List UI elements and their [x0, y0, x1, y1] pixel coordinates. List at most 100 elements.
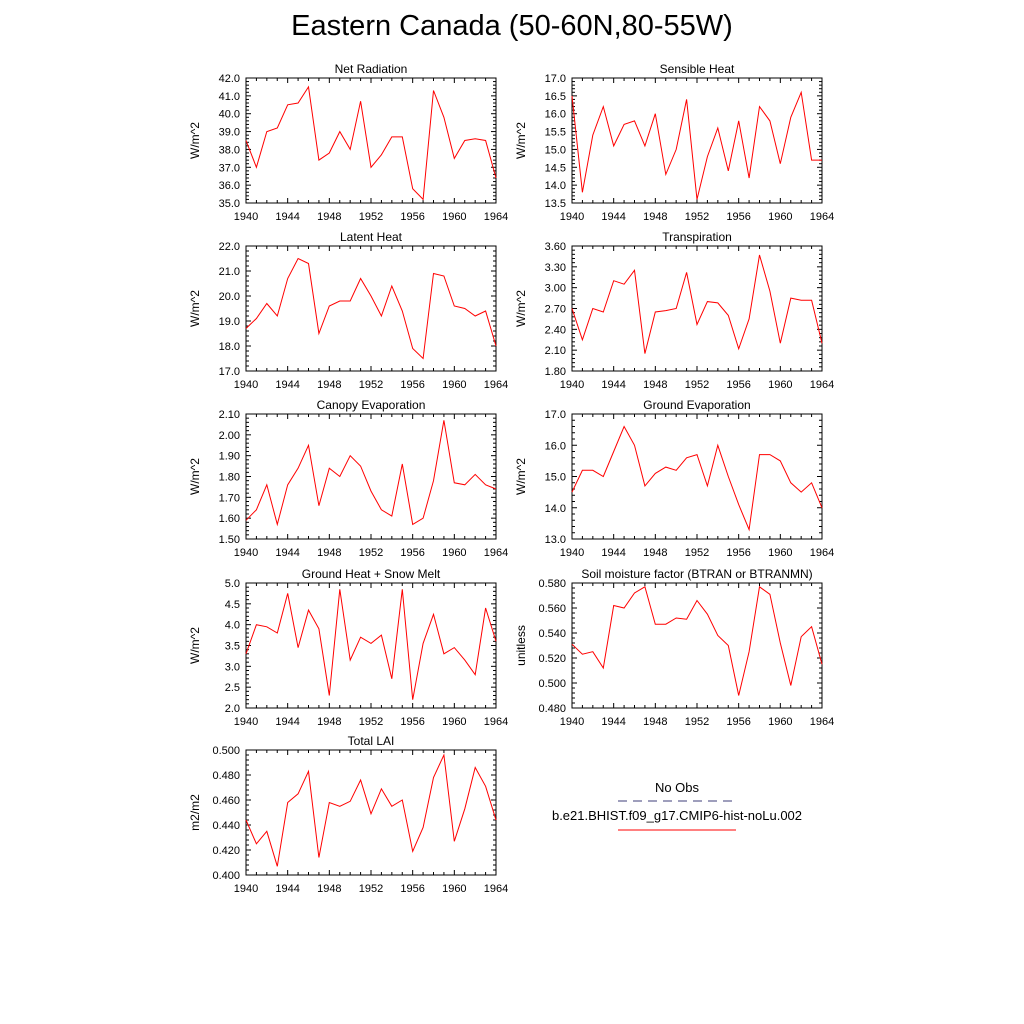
y-tick-label: 15.0 [545, 472, 566, 484]
y-axis-label: W/m^2 [188, 458, 202, 495]
y-tick-label: 16.5 [545, 91, 566, 103]
y-tick-label: 2.5 [225, 682, 240, 694]
x-tick-label: 1940 [234, 547, 258, 559]
series-line [571, 254, 823, 354]
y-tick-label: 2.70 [545, 304, 566, 316]
y-tick-label: 40.0 [219, 109, 240, 121]
y-tick-label: 1.90 [219, 451, 240, 463]
y-tick-label: 0.580 [538, 578, 566, 590]
y-tick-label: 35.0 [219, 198, 240, 210]
x-tick-label: 1952 [685, 547, 709, 559]
plot-frame [571, 77, 823, 204]
y-tick-label: 0.480 [212, 770, 240, 782]
x-tick-label: 1964 [484, 716, 508, 728]
panel-title: Soil moisture factor (BTRAN or BTRANMN) [581, 567, 812, 581]
y-tick-label: 22.0 [219, 241, 240, 253]
x-tick-label: 1960 [768, 716, 792, 728]
y-tick-label: 4.0 [225, 620, 240, 632]
x-tick-label: 1948 [317, 716, 341, 728]
panel-title: Total LAI [348, 734, 395, 748]
y-axis-label: W/m^2 [188, 122, 202, 159]
series-line [245, 85, 497, 201]
y-tick-label: 0.440 [212, 820, 240, 832]
x-tick-label: 1960 [442, 883, 466, 895]
y-tick-label: 17.0 [219, 366, 240, 378]
y-tick-label: 14.5 [545, 162, 566, 174]
y-tick-label: 1.70 [219, 492, 240, 504]
y-tick-label: 17.0 [545, 409, 566, 421]
panel-title: Ground Heat + Snow Melt [302, 567, 441, 581]
x-tick-label: 1960 [442, 379, 466, 391]
y-tick-label: 19.0 [219, 316, 240, 328]
y-tick-label: 0.500 [212, 745, 240, 757]
x-tick-label: 1960 [442, 716, 466, 728]
y-tick-label: 3.5 [225, 641, 240, 653]
x-tick-label: 1952 [685, 211, 709, 223]
y-tick-label: 13.0 [545, 534, 566, 546]
x-tick-label: 1960 [442, 547, 466, 559]
y-axis-label: W/m^2 [188, 290, 202, 327]
y-tick-label: 3.60 [545, 241, 566, 253]
x-tick-label: 1944 [275, 379, 299, 391]
y-tick-label: 1.50 [219, 534, 240, 546]
y-tick-label: 4.5 [225, 599, 240, 611]
x-tick-label: 1964 [810, 211, 834, 223]
panel-title: Canopy Evaporation [317, 398, 426, 412]
x-tick-label: 1952 [685, 716, 709, 728]
x-tick-label: 1940 [560, 547, 584, 559]
x-tick-label: 1952 [359, 883, 383, 895]
x-tick-label: 1940 [560, 716, 584, 728]
x-tick-label: 1944 [275, 547, 299, 559]
x-tick-label: 1952 [359, 211, 383, 223]
y-axis-label: W/m^2 [514, 458, 528, 495]
x-tick-label: 1940 [560, 379, 584, 391]
panel-4: Transpiration W/m^2 1940 1944 1948 1952 1956 19… [514, 230, 834, 391]
page-title: Eastern Canada (50-60N,80-55W) [291, 10, 733, 42]
series-line [571, 425, 823, 532]
y-tick-label: 36.0 [219, 180, 240, 192]
panel-1: Net Radiation W/m^2 1940 1944 1948 1952 1956 19… [188, 62, 508, 223]
x-tick-label: 1948 [317, 883, 341, 895]
x-tick-label: 1956 [726, 211, 750, 223]
y-tick-label: 1.80 [545, 366, 566, 378]
x-tick-label: 1964 [484, 883, 508, 895]
y-tick-label: 0.520 [538, 653, 566, 665]
x-tick-label: 1940 [234, 883, 258, 895]
y-tick-label: 3.30 [545, 262, 566, 274]
y-tick-label: 42.0 [219, 73, 240, 85]
x-tick-label: 1964 [810, 379, 834, 391]
x-tick-label: 1940 [234, 379, 258, 391]
x-tick-label: 1956 [400, 547, 424, 559]
plot-frame [571, 245, 823, 372]
series-line [571, 585, 823, 696]
x-tick-label: 1960 [768, 547, 792, 559]
x-tick-label: 1960 [442, 211, 466, 223]
panel-8: Soil moisture factor (BTRAN or BTRANMN) u… [514, 567, 834, 728]
x-tick-label: 1956 [400, 211, 424, 223]
legend: No Obs b.e21.BHIST.f09_g17.CMIP6-hist-no… [552, 780, 802, 831]
x-tick-label: 1944 [275, 211, 299, 223]
y-tick-label: 17.0 [545, 73, 566, 85]
y-tick-label: 37.0 [219, 162, 240, 174]
panel-title: Ground Evaporation [643, 398, 750, 412]
panel-title: Sensible Heat [660, 62, 735, 76]
series-line [245, 589, 497, 700]
y-tick-label: 0.500 [538, 678, 566, 690]
x-tick-label: 1948 [643, 379, 667, 391]
x-tick-label: 1960 [768, 211, 792, 223]
x-tick-label: 1948 [643, 211, 667, 223]
y-tick-label: 21.0 [219, 266, 240, 278]
y-tick-label: 0.540 [538, 628, 566, 640]
series-line [245, 257, 497, 360]
y-tick-label: 2.10 [545, 345, 566, 357]
x-tick-label: 1964 [484, 211, 508, 223]
y-tick-label: 0.560 [538, 603, 566, 615]
x-tick-label: 1948 [317, 379, 341, 391]
y-tick-label: 0.420 [212, 845, 240, 857]
x-tick-label: 1940 [234, 211, 258, 223]
x-tick-label: 1944 [601, 716, 625, 728]
legend-obs-label: No Obs [655, 780, 700, 795]
x-tick-label: 1956 [726, 379, 750, 391]
series-line [245, 420, 497, 527]
